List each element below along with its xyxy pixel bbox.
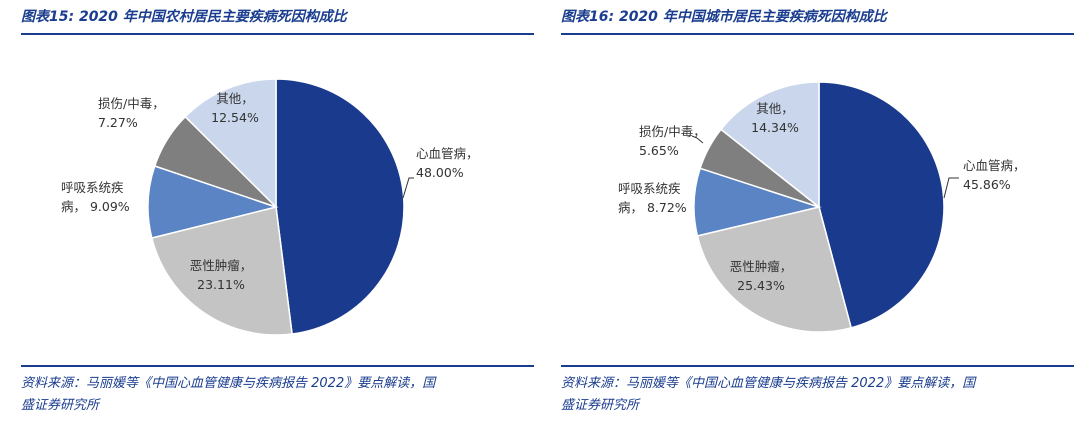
leader-line bbox=[402, 177, 414, 199]
pie-slice bbox=[184, 78, 277, 209]
pie-slice bbox=[150, 206, 293, 336]
title-rule bbox=[21, 33, 534, 35]
chart-title: 图表16: 2020 年中国城市居民主要疾病死因构成比 bbox=[561, 9, 887, 25]
chart-panel-urban: 图表16: 2020 年中国城市居民主要疾病死因构成比 心血管病， 45.86% 恶… bbox=[561, 0, 1074, 427]
slice-label: 恶性肿瘤， 25.43% bbox=[730, 259, 793, 293]
source-note: 资料来源：马丽媛等《中国心血管健康与疾病报告 2022》要点解读，国 盛证券研究… bbox=[561, 373, 1074, 417]
chart-title: 图表15: 2020 年中国农村居民主要疾病死因构成比 bbox=[21, 9, 347, 25]
slice-label: 其他， 14.34% bbox=[751, 101, 799, 135]
leader-line bbox=[691, 135, 704, 144]
source-line-1: 资料来源：马丽媛等《中国心血管健康与疾病报告 2022》要点解读，国 bbox=[21, 376, 436, 391]
slice-label: 损伤/中毒， 5.65% bbox=[639, 124, 706, 158]
pie-slice bbox=[275, 78, 405, 335]
source-line-2: 盛证券研究所 bbox=[21, 398, 100, 413]
slice-label: 心血管病， 48.00% bbox=[416, 146, 479, 180]
chart-panel-rural: 图表15: 2020 年中国农村居民主要疾病死因构成比 心血管病， 48.00% 恶… bbox=[21, 0, 534, 427]
slice-label: 呼吸系统疾病， 9.09% bbox=[61, 180, 130, 214]
slice-label: 心血管病， 45.86% bbox=[963, 158, 1026, 192]
title-rule bbox=[561, 33, 1074, 35]
slice-label: 呼吸系统疾病， 8.72% bbox=[618, 181, 687, 215]
leader-line bbox=[943, 177, 959, 199]
source-rule bbox=[21, 365, 534, 367]
slice-label: 其他， 12.54% bbox=[211, 91, 259, 125]
pie-slice bbox=[818, 81, 945, 329]
source-line-2: 盛证券研究所 bbox=[561, 398, 640, 413]
pie-slice bbox=[719, 81, 820, 209]
source-rule bbox=[561, 365, 1074, 367]
source-note: 资料来源：马丽媛等《中国心血管健康与疾病报告 2022》要点解读，国 盛证券研究… bbox=[21, 373, 534, 417]
slice-label: 损伤/中毒， 7.27% bbox=[98, 96, 165, 130]
pie-chart-urban: 心血管病， 45.86% 恶性肿瘤， 25.43% 呼吸系统疾病， 8.72% 损伤/中毒… bbox=[618, 81, 1026, 333]
pie-chart-rural: 心血管病， 48.00% 恶性肿瘤， 23.11% 呼吸系统疾病， 9.09% 损伤/中毒… bbox=[61, 78, 479, 336]
pie-slice bbox=[696, 206, 853, 333]
slice-label: 恶性肿瘤， 23.11% bbox=[190, 258, 253, 292]
source-line-1: 资料来源：马丽媛等《中国心血管健康与疾病报告 2022》要点解读，国 bbox=[561, 376, 976, 391]
